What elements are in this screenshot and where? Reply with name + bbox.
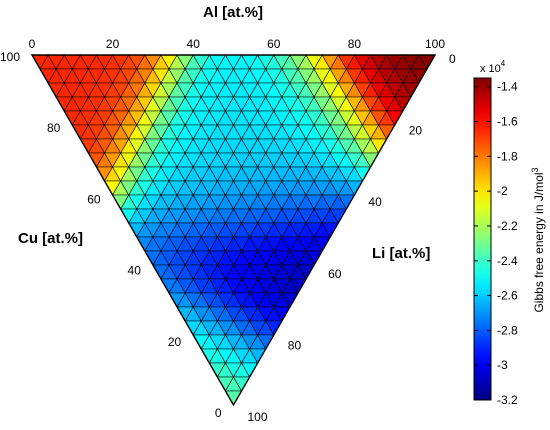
left-axis-tick: 80 [47,121,61,135]
left-axis-title: Cu [at.%] [18,230,83,247]
left-axis-tick: 100 [0,50,20,64]
colorbar-tick-label: -3 [497,358,508,372]
colorbar-multiplier: x 104 [480,59,506,75]
top-axis-tick: 40 [187,37,201,51]
colorbar-label: Gibbs free energy in J/mol3 [530,167,546,312]
left-axis-tick: 40 [128,264,142,278]
axis-ticks: 0 20 40 60 80 100 100 80 60 40 20 0 0 20 40 60 80 100 [0,37,456,424]
top-axis-tick: 100 [425,37,445,51]
right-axis-tick: 20 [409,124,423,138]
colorbar-tick-label: -2 [497,184,508,198]
colorbar-tick-label: -3.2 [497,393,518,407]
colorbar-tick-label: -1.6 [497,115,518,129]
top-axis-tick: 0 [29,37,36,51]
top-axis-tick: 60 [267,37,281,51]
colorbar-tick-label: -1.8 [497,149,518,163]
colorbar-tick-label: -2.8 [497,323,518,337]
colorbar-tick-label: -2.2 [497,219,518,233]
right-axis-tick: 100 [248,410,268,424]
left-axis-tick: 0 [215,406,222,420]
colorbar-tick-label: -2.4 [497,254,518,268]
heatmap-cell [224,390,243,406]
triangle-border [30,54,437,407]
heatmap-cells [31,54,436,406]
right-axis-tick: 0 [449,52,456,66]
colorbar-ticks: -1.4 -1.6 -1.8 -2 -2.2 -2.4 -2.6 -2.8 -3 -3.2 [474,80,518,407]
right-axis-title: Li [at.%] [372,245,430,262]
left-axis-tick: 20 [168,335,182,349]
top-axis-tick: 80 [348,37,362,51]
top-axis-tick: 20 [106,37,120,51]
colorbar [473,77,492,401]
right-axis-tick: 40 [368,195,382,209]
right-axis-tick: 80 [288,338,302,352]
triangle-outline [30,54,437,407]
right-axis-tick: 60 [328,267,342,281]
top-axis-title: Al [at.%] [203,4,263,21]
left-axis-tick: 60 [87,192,101,206]
colorbar-tick-label: -1.4 [497,80,518,94]
colorbar-tick-label: -2.6 [497,289,518,303]
